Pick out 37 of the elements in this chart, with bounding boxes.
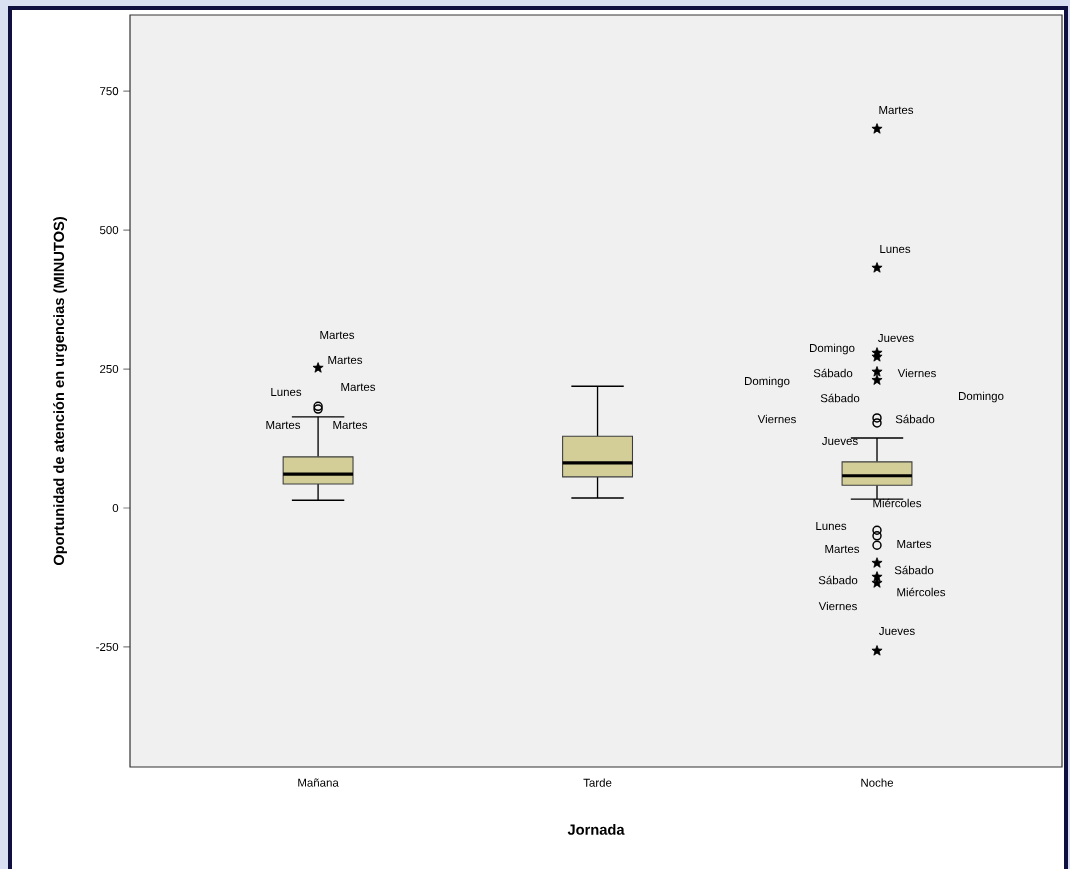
x-tick-label: Mañana xyxy=(298,778,339,787)
x-tick-label: Noche xyxy=(861,778,894,787)
annotation: Jueves xyxy=(878,334,914,342)
annotation: Sábado xyxy=(895,414,935,424)
annotation: Martes xyxy=(328,356,363,364)
annotation: Martes xyxy=(266,421,301,429)
annotation: Viernes xyxy=(897,368,936,378)
annotation: Miércoles xyxy=(897,587,946,597)
annotation: Martes xyxy=(333,421,368,429)
annotation: Viernes xyxy=(757,414,796,424)
annotation: Martes xyxy=(341,383,376,391)
y-tick-label: 750 xyxy=(100,87,119,96)
y-tick-label: 250 xyxy=(100,364,119,374)
y-tick-label: 0 xyxy=(112,503,119,513)
annotation: Domingo xyxy=(810,343,855,355)
annotation: Domingo xyxy=(959,391,1004,403)
annotation: Sábado xyxy=(818,575,858,585)
x-axis-title: Jornada xyxy=(567,824,625,835)
annotation: Martes xyxy=(879,106,914,114)
y-tick-label: 500 xyxy=(99,226,119,235)
annotation: Domingo xyxy=(745,376,790,388)
annotation: Lunes xyxy=(880,245,911,253)
annotation: Martes xyxy=(825,545,860,553)
annotation: Viernes xyxy=(818,601,857,611)
y-axis-title: Oportunidad de atención en urgencias (MINUTOS) xyxy=(53,217,68,566)
annotation: Jueves xyxy=(822,437,858,445)
annotation: Sábado xyxy=(813,368,853,378)
annotation: Lunes xyxy=(271,388,302,396)
annotation: Miércoles xyxy=(873,498,922,508)
y-tick-label: -250 xyxy=(96,642,119,651)
annotation: Martes xyxy=(897,540,932,548)
x-tick-label: Tarde xyxy=(583,778,612,787)
annotation: Lunes xyxy=(816,522,847,530)
annotation: Sábado xyxy=(820,393,860,403)
annotation: Jueves xyxy=(879,627,915,635)
annotation: Sábado xyxy=(894,565,934,575)
annotation: Martes xyxy=(320,331,355,339)
